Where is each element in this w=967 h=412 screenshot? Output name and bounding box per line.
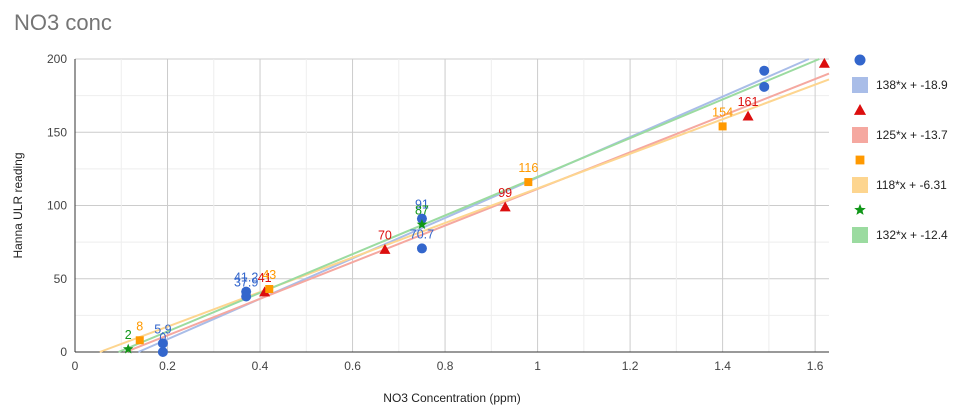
- x-tick-label: 0: [72, 359, 79, 373]
- data-point-series-1: [416, 213, 427, 224]
- legend-marker-series-1: [854, 54, 866, 66]
- data-point-series-3: [135, 336, 144, 345]
- y-tick-label: 100: [47, 199, 67, 213]
- data-label: 43: [262, 268, 276, 282]
- data-labels: 5.90 41.237.9 91 70.7 41 70 99 161 8 43 116 154 2 87: [125, 95, 759, 345]
- x-tick-label: 1.4: [714, 359, 731, 373]
- data-point-series-2: [379, 243, 391, 254]
- legend-label-trendline-4: 132*x + -12.4: [876, 228, 948, 242]
- data-point-series-4: [123, 343, 134, 354]
- chart-title: NO3 conc: [14, 10, 112, 35]
- tick-labels: 0 50 100 150 200 0 0.2 0.4 0.6 0.8 1 1.2 1.4 1.6: [47, 52, 824, 373]
- legend-label-trendline-2: 125*x + -13.7: [876, 128, 948, 142]
- grid: [74, 58, 829, 353]
- data-point-series-1: [157, 338, 168, 349]
- data-point-series-2: [818, 57, 830, 68]
- x-tick-label: 0.2: [159, 359, 176, 373]
- data-label: 116: [518, 161, 538, 175]
- legend-swatch-trendline-2: [852, 127, 868, 143]
- y-tick-label: 150: [47, 125, 67, 139]
- x-tick-label: 0.8: [437, 359, 454, 373]
- data-point-series-1: [416, 243, 427, 254]
- data-label: 91: [415, 198, 429, 212]
- data-point-series-2: [742, 110, 754, 121]
- data-point-series-1: [241, 291, 252, 302]
- data-point-series-3: [718, 122, 727, 131]
- trendlines: [99, 58, 830, 353]
- legend-marker-series-3: [855, 155, 865, 165]
- legend: 138*x + -18.9 125*x + -13.7 118*x + -6.31 1…: [852, 54, 948, 243]
- data-point-series-1: [157, 347, 168, 357]
- x-axis-title: NO3 Concentration (ppm): [383, 391, 520, 405]
- x-tick-label: 1.6: [807, 359, 824, 373]
- legend-marker-series-4: [854, 203, 866, 215]
- data-label: 99: [498, 186, 512, 200]
- legend-swatch-trendline-1: [852, 77, 868, 93]
- data-point-series-3: [524, 178, 533, 187]
- x-tick-label: 0.6: [344, 359, 361, 373]
- x-tick-label: 1.2: [622, 359, 639, 373]
- legend-swatch-trendline-3: [852, 177, 868, 193]
- x-tick-label: 1: [534, 359, 541, 373]
- trendline-4: [118, 58, 820, 353]
- x-tick-label: 0.4: [252, 359, 269, 373]
- y-tick-label: 200: [47, 52, 67, 66]
- data-label: 70.7: [410, 227, 434, 241]
- y-tick-label: 50: [54, 272, 68, 286]
- data-label: 87: [415, 204, 429, 218]
- data-label: 8: [136, 319, 143, 333]
- data-point-series-2: [499, 201, 511, 212]
- legend-marker-series-2: [853, 103, 867, 115]
- y-axis-title: Hanna ULR reading: [11, 152, 25, 258]
- legend-label-trendline-3: 118*x + -6.31: [876, 178, 947, 192]
- data-label: 70: [378, 228, 392, 242]
- data-point-series-2: [259, 286, 271, 297]
- data-point-series-1: [759, 81, 770, 92]
- y-tick-label: 0: [60, 345, 67, 359]
- trendline-3: [99, 78, 830, 353]
- data-point-series-4: [416, 219, 428, 229]
- data-points: [123, 57, 830, 357]
- data-label: 37.9: [234, 275, 258, 289]
- data-point-series-1: [759, 65, 770, 76]
- data-label: 5.9: [154, 322, 171, 336]
- data-label: 41: [258, 271, 272, 285]
- data-label: 41.2: [234, 271, 258, 285]
- data-label: 2: [125, 328, 132, 342]
- legend-swatch-trendline-4: [852, 227, 868, 243]
- legend-label-trendline-1: 138*x + -18.9: [876, 78, 948, 92]
- data-label: 0: [159, 331, 166, 345]
- data-point-series-3: [265, 285, 274, 294]
- data-label: 154: [712, 105, 733, 119]
- trendline-2: [125, 72, 830, 353]
- data-label: 161: [738, 95, 759, 109]
